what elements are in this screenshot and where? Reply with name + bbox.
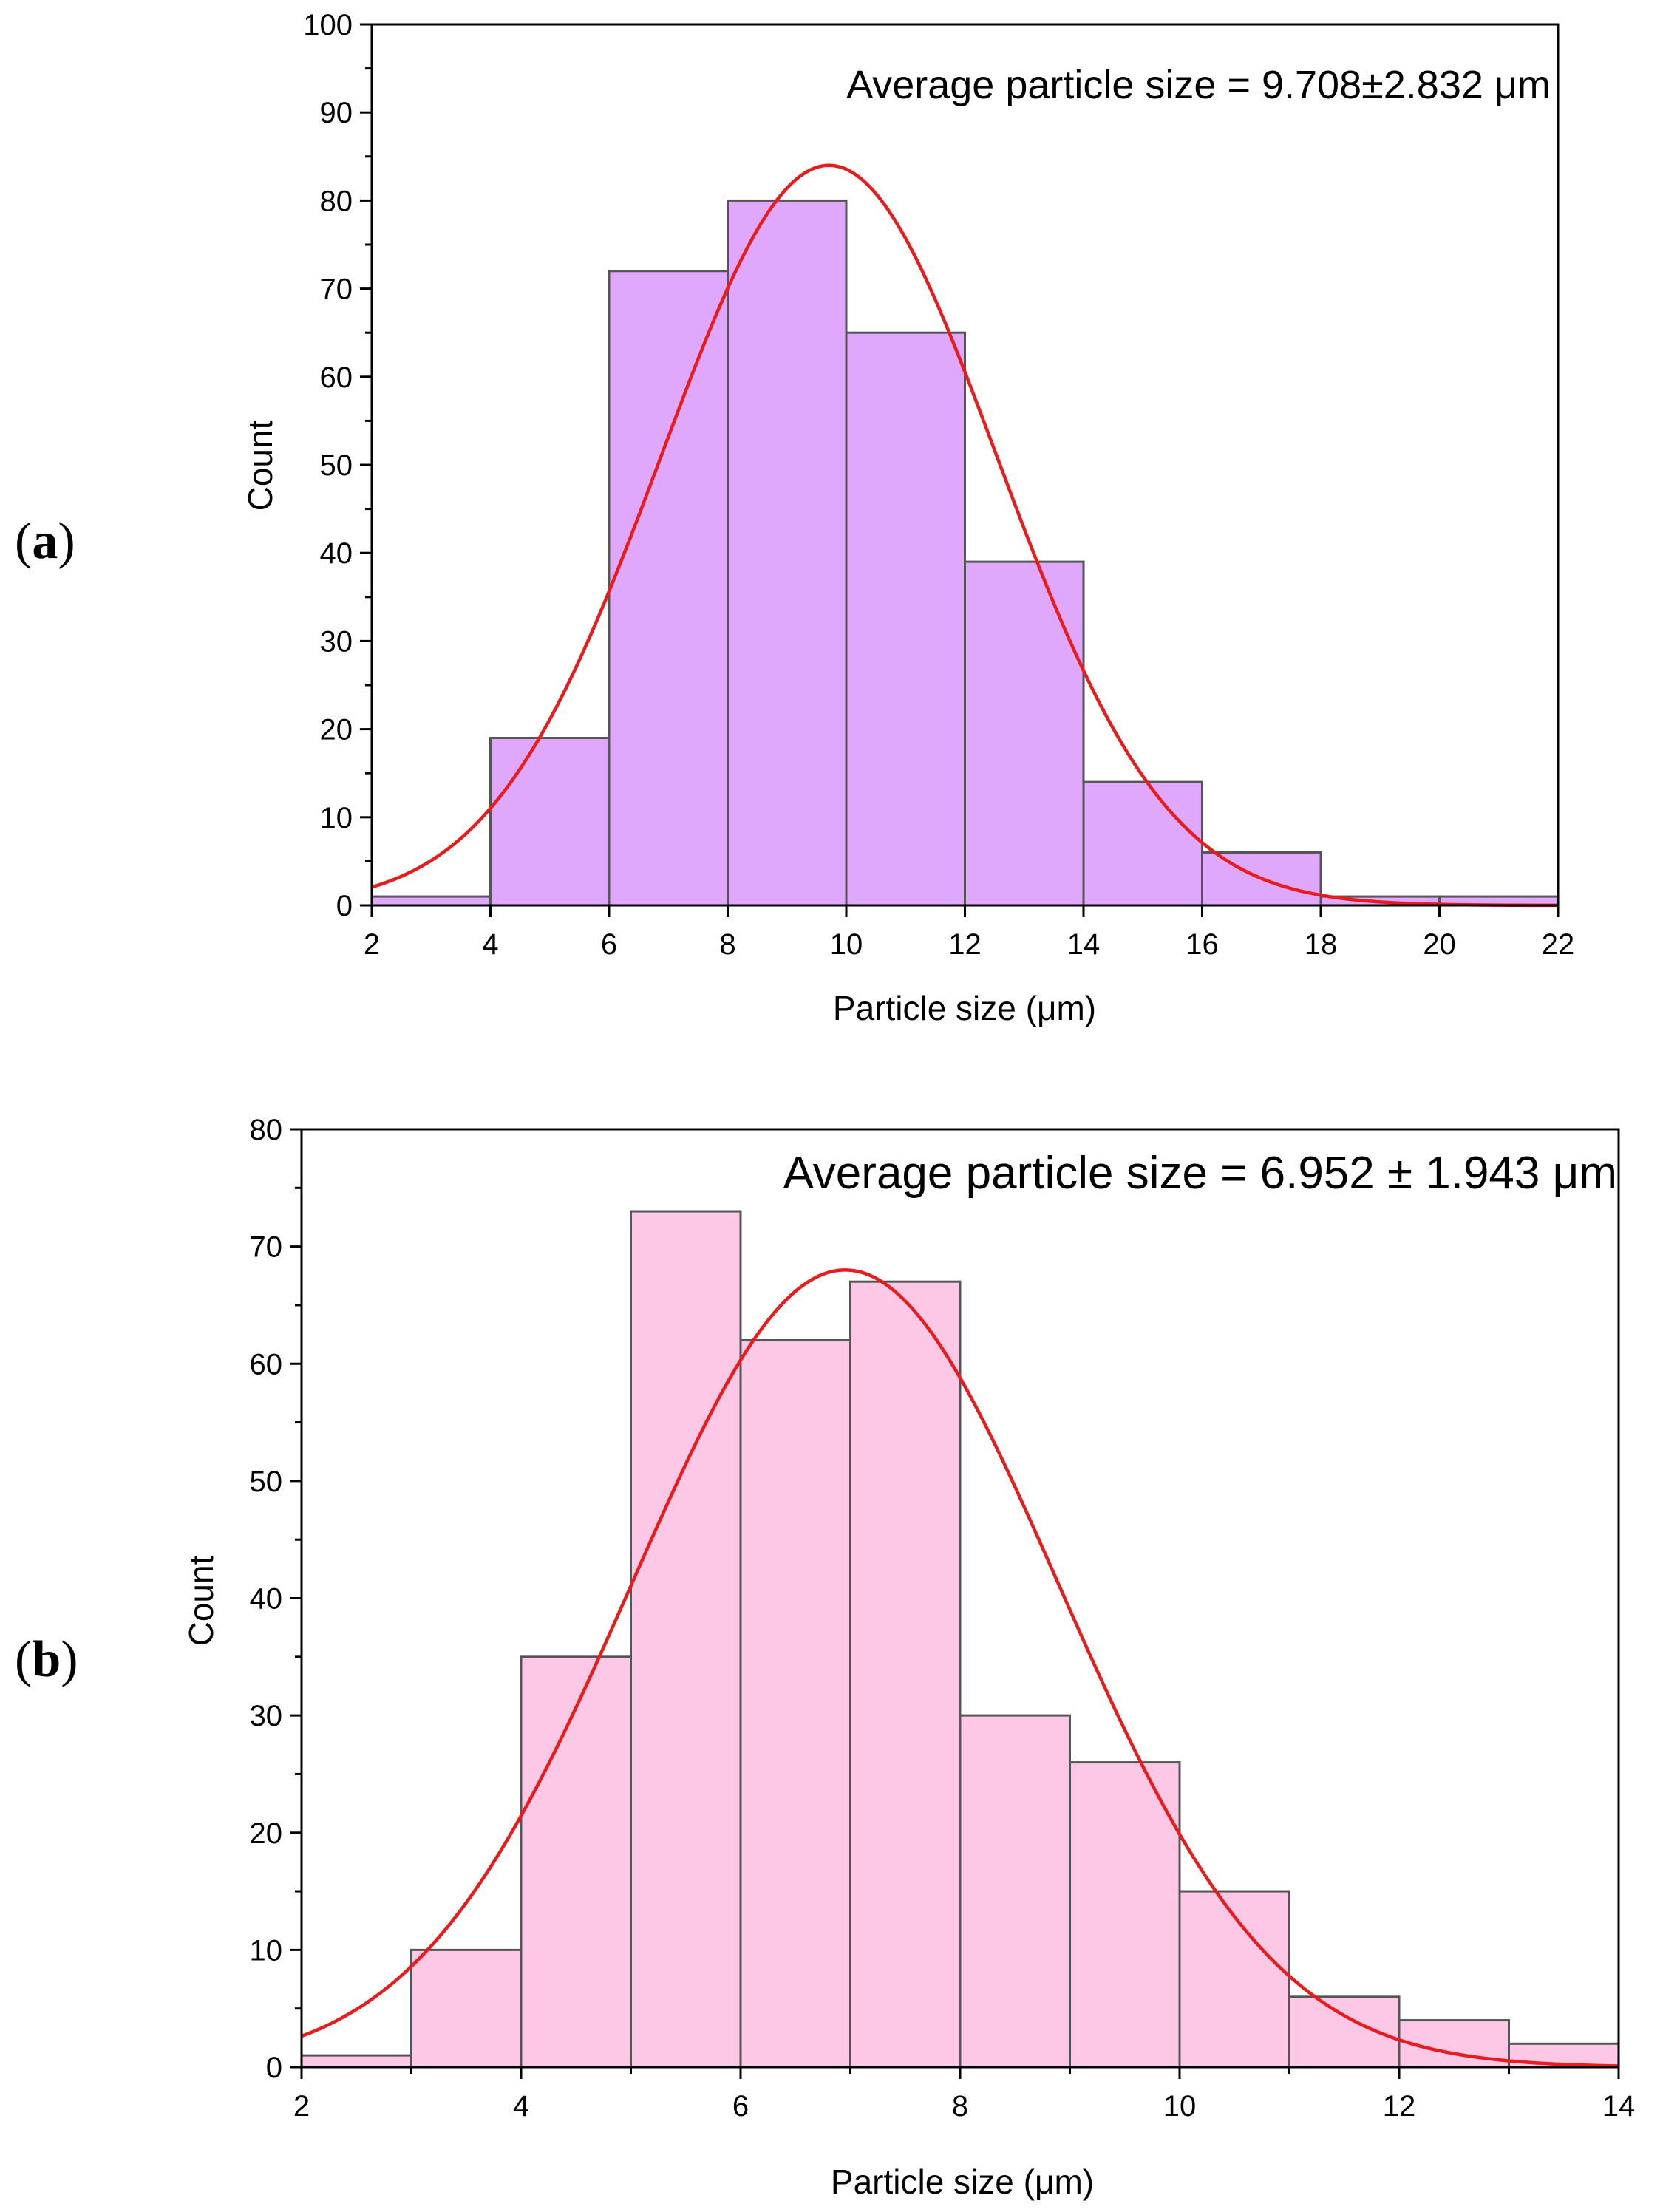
x-axis-ticks-b: 2 4 6 8 10 12 14: [293, 2067, 1635, 2123]
y-tick-label-a-6: 50: [320, 449, 353, 482]
y-tick-label-b-1: 0: [266, 2052, 282, 2084]
y-tick-label-a-9: 80: [320, 185, 353, 217]
y-tick-label-a-7: 60: [320, 361, 353, 394]
histogram-bar-a-2: [489, 737, 611, 907]
x-tick-label-a-11: 22: [1542, 928, 1575, 961]
x-tick-label-b-2: 4: [513, 2090, 529, 2123]
y-tick-label-a-5: 40: [320, 537, 353, 570]
y-tick-label-b-4: 30: [250, 1700, 283, 1732]
average-size-annotation-a: Average particle size = 9.708±2.832 μm: [846, 63, 1551, 107]
panel-label-b: (b): [15, 1631, 78, 1688]
histogram-bar-a-1: [370, 895, 492, 907]
histogram-bar-b-2: [410, 1948, 523, 2069]
histogram-bar-a-4: [727, 199, 848, 907]
y-tick-label-a-3: 20: [320, 714, 353, 746]
histogram-bar-a-3: [608, 270, 729, 907]
y-axis-title-a: Count: [241, 420, 279, 511]
y-tick-label-b-7: 60: [250, 1348, 283, 1381]
x-axis-title-a: Particle size (μm): [833, 989, 1096, 1027]
y-tick-label-b-5: 40: [250, 1583, 283, 1616]
y-tick-label-a-8: 70: [320, 273, 353, 306]
x-axis-ticks-a: 2 4 6 8 10 12 14 16 18 20 22: [364, 905, 1574, 961]
x-tick-label-a-4: 8: [719, 928, 735, 961]
x-tick-label-b-5: 10: [1163, 2090, 1197, 2123]
x-tick-label-a-5: 10: [830, 928, 863, 961]
histogram-bar-b-6: [849, 1280, 962, 2069]
panel-label-a: (a): [15, 513, 75, 570]
y-tick-label-a-11: 100: [303, 9, 353, 41]
histogram-bar-a-6: [964, 560, 1085, 907]
x-axis-title-b: Particle size (μm): [831, 2162, 1094, 2201]
x-tick-label-a-7: 14: [1067, 928, 1101, 961]
x-tick-label-a-10: 20: [1423, 928, 1456, 961]
x-tick-label-b-3: 6: [732, 2090, 749, 2123]
histogram-bar-b-8: [1069, 1761, 1181, 2069]
gaussian-fit-curve-a: [371, 163, 1559, 908]
y-axis-title-b: Count: [182, 1555, 220, 1646]
histogram-bar-a-5: [845, 331, 966, 907]
x-tick-label-a-8: 16: [1186, 928, 1219, 961]
panel-label-b-letter: b: [32, 1631, 61, 1688]
histogram-bars-a: [370, 199, 1560, 907]
histogram-bar-b-4: [630, 1210, 742, 2069]
x-tick-label-b-6: 12: [1383, 2090, 1416, 2123]
chart-panel-b: (b) 2 4 6 8 10 12 14 0 10 20 30 40 50 60 70 80 Particl…: [15, 1114, 1635, 2201]
chart-panel-a: (a) 2 4 6 8 10 12 14 16 18 20 22 0 10 20 30 40 50 60 70 80…: [15, 9, 1574, 1027]
x-tick-label-b-1: 2: [293, 2090, 310, 2123]
panel-label-a-letter: a: [32, 513, 58, 570]
x-tick-label-b-7: 14: [1602, 2090, 1636, 2123]
x-tick-label-b-4: 8: [952, 2090, 968, 2123]
y-tick-label-b-8: 70: [250, 1231, 283, 1264]
y-axis-ticks-b: 0 10 20 30 40 50 60 70 80: [250, 1114, 302, 2084]
x-tick-label-a-1: 2: [364, 928, 380, 961]
histogram-bars-b: [300, 1210, 1620, 2069]
histogram-bar-b-1: [300, 2054, 412, 2069]
x-tick-label-a-3: 6: [601, 928, 617, 961]
histogram-bar-b-10: [1288, 1995, 1401, 2069]
y-tick-label-b-2: 10: [250, 1934, 283, 1967]
y-tick-label-a-10: 90: [320, 97, 353, 129]
y-tick-label-a-2: 10: [320, 802, 353, 834]
x-tick-label-a-2: 4: [482, 928, 498, 961]
average-size-annotation-b: Average particle size = 6.952 ± 1.943 μm: [783, 1148, 1617, 1199]
x-tick-label-a-9: 18: [1305, 928, 1338, 961]
x-tick-label-a-6: 12: [948, 928, 982, 961]
gaussian-fit-curve-b: [301, 1268, 1619, 2068]
y-tick-label-a-1: 0: [336, 890, 353, 922]
y-tick-label-b-3: 20: [250, 1817, 283, 1850]
y-tick-label-b-9: 80: [250, 1114, 283, 1146]
y-axis-ticks-a: 0 10 20 30 40 50 60 70 80 90 100: [303, 9, 372, 922]
y-tick-label-a-4: 30: [320, 625, 353, 658]
histogram-bar-a-7: [1082, 780, 1203, 907]
histogram-bar-b-7: [959, 1714, 1071, 2069]
histogram-bar-b-3: [520, 1655, 632, 2069]
y-tick-label-b-6: 50: [250, 1466, 283, 1498]
histogram-bar-b-5: [739, 1339, 851, 2069]
